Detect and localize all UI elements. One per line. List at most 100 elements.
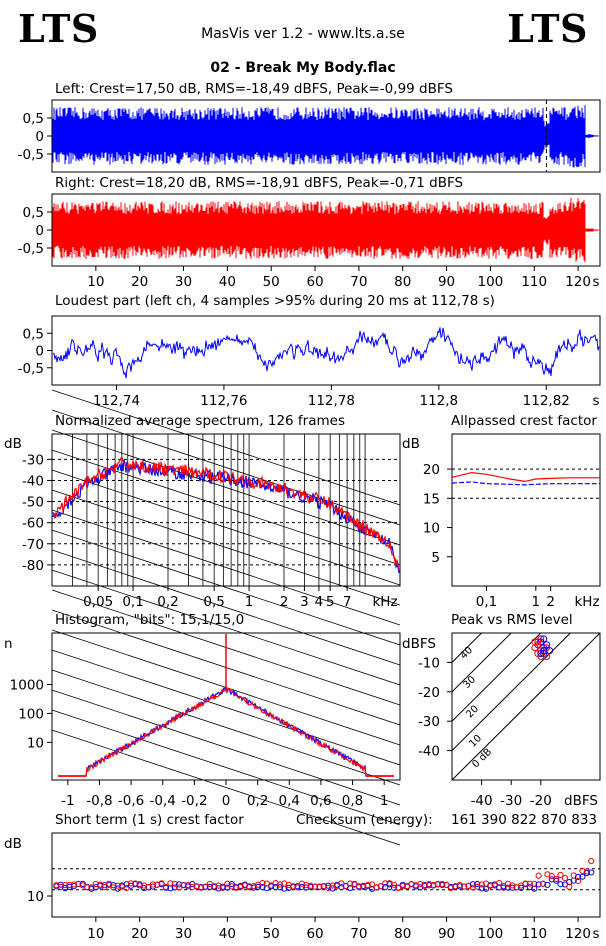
left-waveform-ytick-label: 0 [35, 129, 44, 145]
spectrum-slope-line [51, 409, 401, 526]
right-waveform-ytick-label: 0,5 [23, 205, 44, 221]
short-term-crest-left-point [557, 881, 564, 888]
time-axis-tick-label: 40 [219, 274, 236, 290]
short-term-crest-xtick-label: 90 [438, 926, 455, 942]
short-term-crest-left-point [62, 885, 69, 892]
short-term-crest-xtick-label: 50 [263, 926, 280, 942]
short-term-crest-left-point [588, 869, 595, 876]
spectrum-ylabel: dB [4, 436, 22, 452]
loudest-part-title: Loudest part (left ch, 4 samples >95% du… [55, 293, 495, 309]
short-term-crest-right-point [583, 868, 590, 875]
short-term-crest-right-point [373, 884, 380, 891]
short-term-crest-right-point [500, 884, 507, 891]
histogram-xtick-label: -0,2 [181, 793, 207, 809]
short-term-crest-title: Short term (1 s) crest factor [55, 812, 244, 828]
spectrum-slope-line [51, 389, 401, 506]
short-term-crest-right-point [439, 880, 446, 888]
short-term-crest-right-point [197, 884, 205, 891]
spectrum-slope-line [51, 509, 401, 626]
spectrum-slope-line [51, 569, 401, 686]
short-term-crest-right-point [114, 882, 121, 889]
allpassed-crest-ytick-label: 15 [423, 491, 440, 507]
spectrum-slope-line [51, 709, 401, 826]
histogram-left-curve [58, 685, 394, 777]
short-term-crest-right-point [561, 874, 569, 882]
crest-factor-line-label: 40 [458, 645, 475, 662]
short-term-crest-right-point [162, 883, 170, 891]
spectrum-ytick-label: -70 [22, 537, 44, 553]
time-axis-tick-label: 120 [565, 274, 591, 290]
crest-factor-line-label: 0 dB [470, 746, 494, 770]
short-term-crest-right-point [368, 881, 376, 888]
short-term-crest-right-point [539, 880, 547, 887]
peak-vs-rms-xtick-label: -20 [530, 793, 552, 809]
short-term-crest-frame [51, 832, 601, 918]
spectrum-slope-line [51, 669, 401, 786]
allpassed-crest-frame [451, 433, 601, 587]
short-term-crest-right-point [329, 882, 336, 889]
short-term-crest-right-point [347, 880, 354, 887]
short-term-crest-left-point [517, 884, 525, 891]
spectrum-slope-line [51, 649, 401, 766]
spectrum-xtick-label: 5 [326, 594, 335, 610]
allpassed-crest-right-curve [451, 471, 600, 483]
loudest-part-xtick-label: 112,74 [93, 393, 140, 409]
loudest-part-trace [52, 327, 600, 379]
short-term-crest-xtick-label: 100 [478, 926, 504, 942]
histogram-ytick-label: 10 [27, 735, 44, 751]
left-waveform-trace [52, 105, 599, 168]
short-term-crest-left-point [171, 884, 178, 891]
spectrum-slope-line [51, 429, 401, 546]
short-term-crest-right-point [171, 880, 178, 887]
short-term-crest-right-point [202, 883, 209, 891]
allpassed-crest-ytick-label: 10 [423, 521, 440, 537]
histogram-xtick-label: 0,4 [279, 793, 300, 809]
short-term-crest-left-point [176, 881, 183, 888]
spectrum-title: Normalized average spectrum, 126 frames [55, 413, 345, 429]
short-term-crest-left-point [140, 884, 148, 892]
crest-factor-line-label: 10 [467, 733, 484, 750]
short-term-crest-right-point [88, 884, 95, 891]
histogram-xtick-label: 0,8 [342, 793, 363, 809]
spectrum-slope-line [51, 729, 401, 846]
right-waveform-ytick-label: -0,5 [18, 241, 44, 257]
loudest-part-ytick-label: 0,5 [23, 326, 44, 342]
peak-vs-rms-point [540, 635, 548, 643]
short-term-crest-right-point [189, 883, 196, 891]
short-term-crest-right-point [434, 880, 441, 888]
time-axis-tick-label: 30 [175, 274, 192, 290]
short-term-crest-right-point [224, 880, 231, 887]
short-term-crest-left-point [276, 884, 284, 891]
short-term-crest-left-point [382, 884, 389, 891]
spectrum-slope-line [51, 529, 401, 646]
peak-vs-rms-ytick-label: -40 [418, 744, 440, 760]
histogram-xtick-label: 0,2 [247, 793, 268, 809]
short-term-crest-xtick-label: 30 [175, 926, 192, 942]
short-term-crest-right-point [246, 883, 253, 890]
short-term-crest-right-point [522, 880, 529, 887]
short-term-crest-right-point [553, 875, 560, 883]
short-term-crest-right-point [276, 881, 284, 888]
short-term-crest-right-point [158, 880, 165, 887]
right-waveform-ytick-label: 0 [35, 223, 44, 239]
peak-vs-rms-frame [451, 632, 601, 781]
spectrum-frame [51, 433, 401, 587]
short-term-crest-right-point [574, 877, 582, 885]
short-term-crest-right-point [452, 883, 459, 890]
spectrum-slope-line [51, 689, 401, 806]
loudest-part-xunit: s [592, 393, 599, 409]
histogram-ytick-label: 100 [18, 706, 44, 722]
histogram-ylabel: n [4, 636, 13, 652]
lts-logo-right: LTS [507, 6, 588, 51]
crest-factor-line [452, 633, 512, 693]
checksum-label: Checksum (energy): [296, 812, 433, 828]
short-term-crest-right-point [145, 883, 152, 891]
left-waveform-ytick-label: 0,5 [23, 111, 44, 127]
short-term-crest-right-point [390, 881, 398, 888]
short-term-crest-left-point [474, 880, 481, 888]
short-term-crest-left-point [228, 881, 235, 888]
spectrum-xtick-label: 3 [300, 594, 309, 610]
spectrum-slope-line [51, 469, 401, 586]
allpassed-crest-ytick-label: 20 [423, 462, 440, 478]
allpassed-crest-title: Allpassed crest factor [451, 413, 597, 429]
